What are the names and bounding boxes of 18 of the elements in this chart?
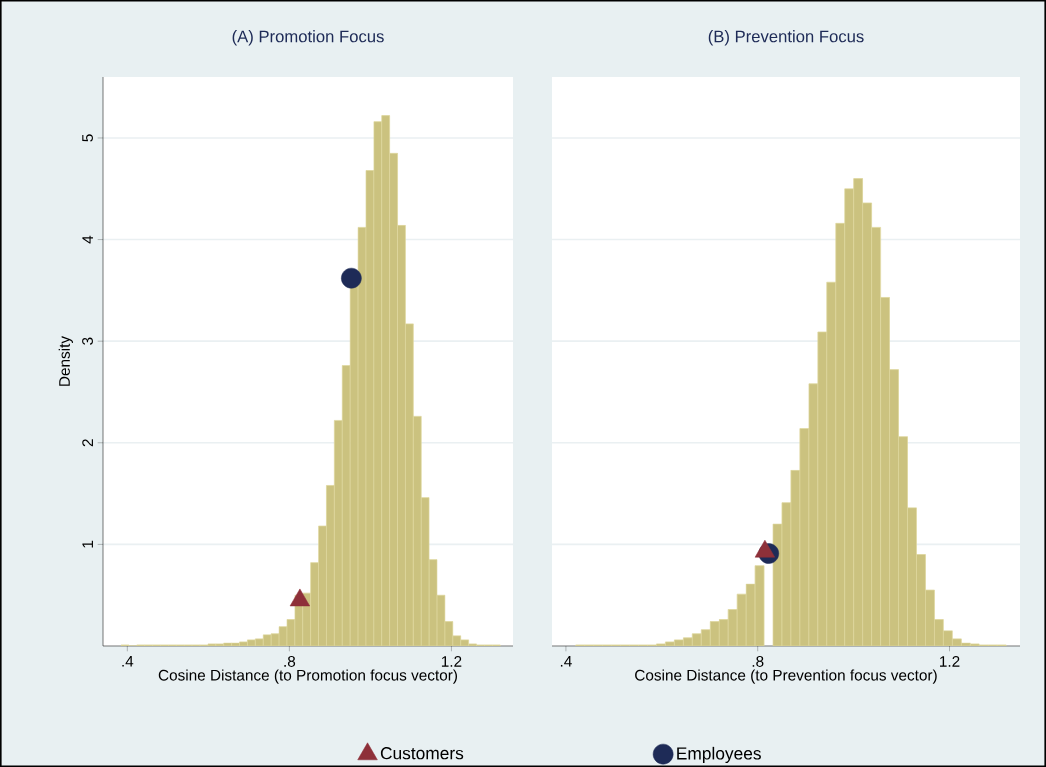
x-tick-label: 1.2 [441,656,462,667]
y-tick-label: 1 [82,540,93,548]
x-tick-label: .8 [752,656,764,667]
y-axis-title: Density [58,335,73,386]
legend-label: Employees [677,746,761,764]
legend-label: Customers [380,747,464,760]
y-tick-label: 2 [82,439,93,447]
x-axis-title: Cosine Distance (to Promotion focus vector) [158,669,458,684]
x-axis-title: Cosine Distance (to Prevention focus vector) [635,669,937,684]
chart-title: (A) Promotion Focus [232,30,384,46]
y-tick-label: 3 [82,337,93,345]
chart-title: (B) Prevention Focus [708,30,864,46]
x-tick-label: .4 [122,656,134,667]
x-tick-label: .4 [560,656,572,667]
x-tick-label: .8 [284,656,296,667]
x-tick-label: 1.2 [940,656,960,667]
y-tick-label: 4 [82,235,93,244]
y-tick-label: 5 [82,134,93,142]
